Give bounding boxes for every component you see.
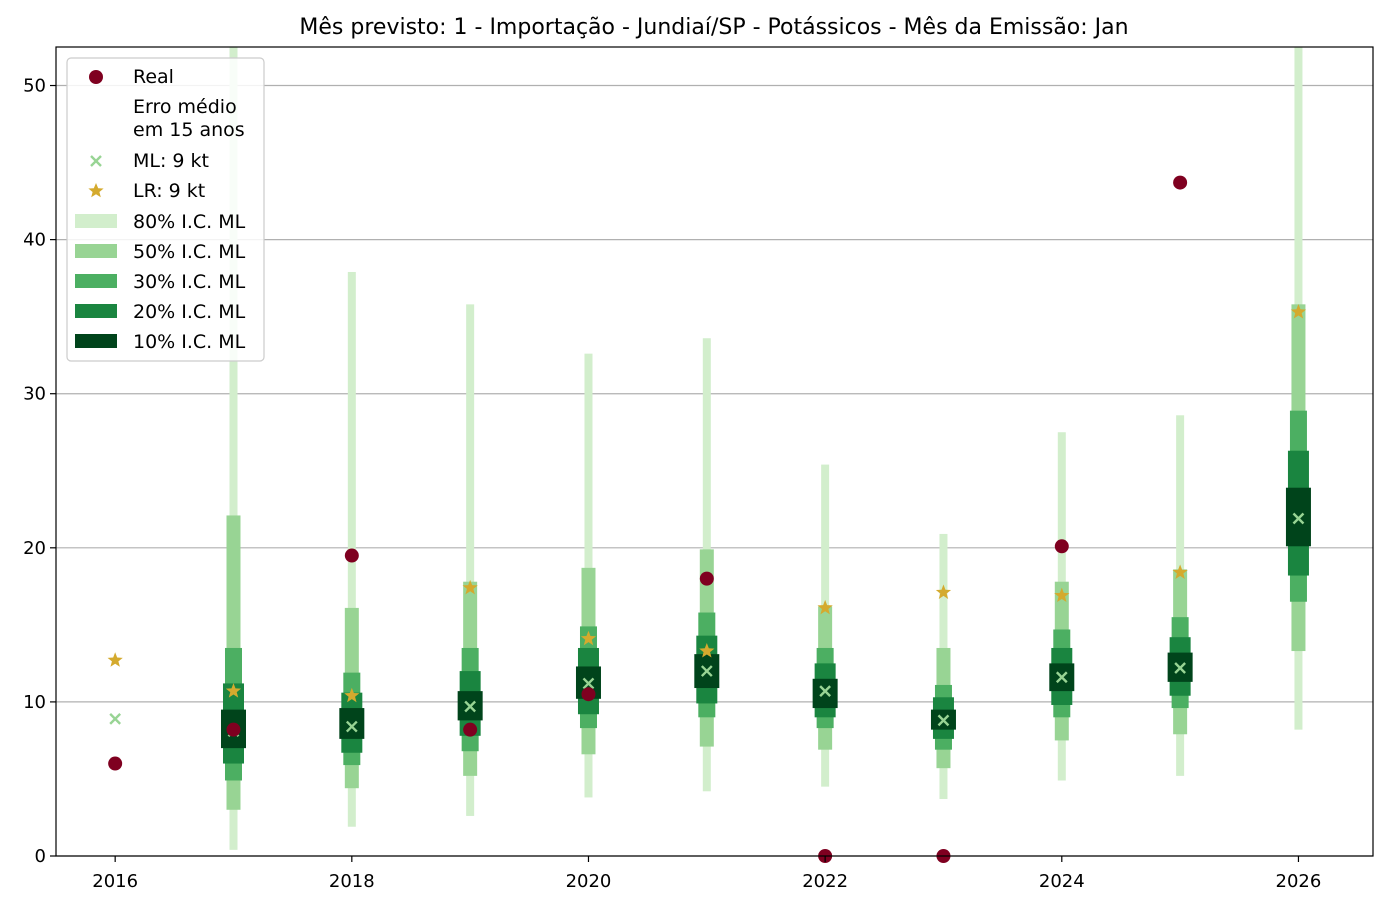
legend-real-marker [89,70,103,84]
lr-point-2019 [462,579,478,595]
ml-point-stroke-b [700,665,713,677]
real-point-2018 [344,548,359,563]
ml-point-stroke-b [109,713,122,725]
ytick-label-10: 10 [23,692,46,713]
ml-point-2020 [582,677,595,690]
xtick-label-2016: 2016 [92,871,138,892]
ml-point-stroke-b [1055,671,1068,684]
xtick-label-2024: 2024 [1039,871,1085,892]
legend-ci50-label: 50% I.C. ML [133,241,246,263]
data-points [107,175,1307,863]
plot-frame [55,46,1374,857]
legend-ml-marker [90,155,102,167]
ml-point-2019 [464,700,476,713]
ml-point-2021 [700,665,713,677]
lr-point-2023 [935,584,952,599]
ml-point-2022 [819,685,831,697]
xtick-label-2018: 2018 [329,871,375,892]
legend-ci80-swatch [75,214,117,228]
ci10-bar-2018 [339,708,365,739]
ytick-label-30: 30 [23,384,46,405]
legend-lr-marker [88,183,104,198]
ml-point-2026 [1292,512,1305,525]
legend-ci30-label: 30% I.C. ML [133,271,246,293]
lr-point-2017 [225,683,242,698]
legend-ci30-swatch [75,274,117,288]
legend-ci20-label: 20% I.C. ML [133,301,246,323]
ml-point-2016 [109,713,122,725]
ml-point-stroke-b [1292,512,1305,525]
axis-ticks: 0 10 20 30 40 50 2016 2018 2020 2022 2024 2026 [23,76,1321,892]
legend-real-label: Real [133,66,174,88]
ml-point-stroke-b [464,700,476,713]
legend-ci80-label: 80% I.C. ML [133,211,246,233]
real-point-2021 [699,571,714,586]
real-point-2017 [226,722,241,737]
real-point-2016 [108,756,123,771]
ml-point-stroke-b [937,714,950,727]
ml-point-stroke-b [582,677,595,690]
ml-point-2025 [1174,662,1186,674]
ytick-label-50: 50 [23,76,46,97]
ytick-label-20: 20 [23,538,46,559]
legend-error-header: Erro médio em 15 anos [133,96,245,141]
ml-point-stroke-b [345,720,358,733]
lr-point-2021 [699,643,715,658]
lr-point-2022 [817,599,833,615]
legend-ci10-swatch [75,334,117,348]
ml-point-2024 [1055,671,1068,684]
ci10-bar-2022 [812,678,838,709]
ci80-bar-2019 [466,304,475,816]
lr-point-2026 [1290,304,1307,319]
ytick-label-40: 40 [23,230,46,251]
lr-point-2020 [580,630,597,646]
xtick-label-2020: 2020 [566,871,612,892]
legend-error-header-line2: em 15 anos [133,119,245,141]
ml-point-2018 [345,720,358,733]
legend-ci50-swatch [75,244,117,258]
real-point-2024 [1054,539,1069,554]
real-point-2025 [1173,175,1188,190]
legend: Real Erro médio em 15 anos ML: 9 kt LR: … [66,57,265,362]
xtick-label-2022: 2022 [802,871,848,892]
ml-point-2023 [937,714,950,727]
legend-lr-label: LR: 9 kt [133,180,205,202]
ml-point-stroke-b [819,685,831,697]
real-point-2019 [463,722,478,737]
lr-point-2024 [1054,587,1070,603]
legend-ci10-label: 10% I.C. ML [133,331,246,353]
ml-point-stroke-b [1174,662,1186,674]
legend-error-header-line1: Erro médio [133,96,237,118]
legend-ci20-swatch [75,304,117,318]
ci80-bar-2017 [229,47,238,850]
lr-point-2016 [107,652,123,667]
lr-point-2025 [1172,564,1188,579]
real-point-2020 [581,687,596,702]
chart-title: Mês previsto: 1 - Importação - Jundiaí/S… [299,15,1128,40]
lr-point-2018 [344,687,360,703]
ytick-label-0: 0 [35,846,46,867]
xtick-label-2026: 2026 [1276,871,1322,892]
legend-ml-label: ML: 9 kt [133,150,209,172]
